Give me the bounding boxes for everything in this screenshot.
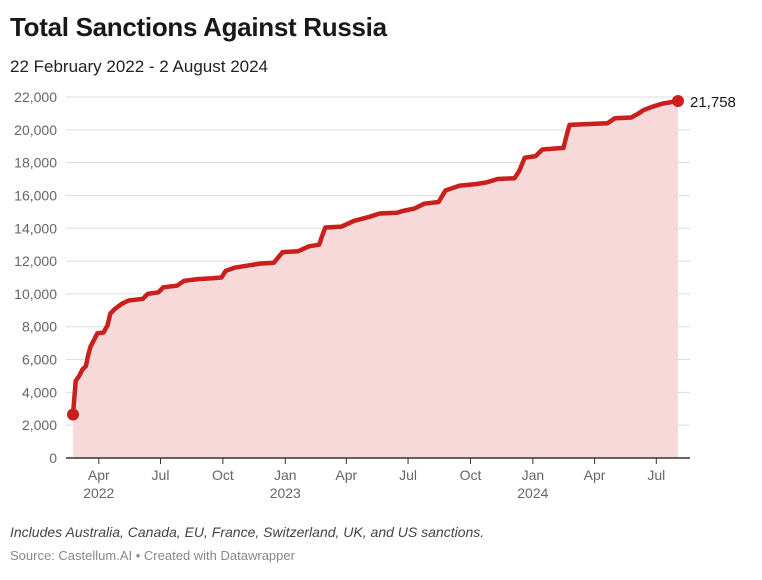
x-tick-label: Oct <box>460 467 482 483</box>
area-chart: 0 2,000 4,000 6,000 8,000 10,000 12,000 14,000 1… <box>14 89 736 501</box>
x-tick-label: Apr <box>584 467 606 483</box>
x-tick-year: 2023 <box>270 485 301 501</box>
x-tick-label: Jan <box>522 467 545 483</box>
x-tick-label: Oct <box>212 467 234 483</box>
end-value-label: 21,758 <box>690 94 736 111</box>
y-tick-label: 18,000 <box>14 155 57 171</box>
y-tick-label: 8,000 <box>22 319 57 335</box>
x-tick-year: 2024 <box>517 485 548 501</box>
area-fill <box>73 101 678 458</box>
y-tick-label: 10,000 <box>14 286 57 302</box>
x-tick-label: Jan <box>274 467 297 483</box>
chart-note: Includes Australia, Canada, EU, France, … <box>10 524 485 540</box>
source-label[interactable]: Source: Castellum.AI <box>10 548 133 563</box>
source-separator: • <box>135 548 141 563</box>
series-line <box>70 98 681 417</box>
y-tick-label: 22,000 <box>14 89 57 105</box>
y-tick-label: 0 <box>49 450 57 466</box>
endpoint-markers: 21,758 <box>67 94 736 421</box>
x-axis-ticks: Apr 2022 Jul Oct Jan 2023 Apr Jul Oct Jan 2024 Apr J… <box>83 458 665 501</box>
y-axis-ticks: 0 2,000 4,000 6,000 8,000 10,000 12,000 14,000 1… <box>14 89 57 466</box>
y-tick-label: 14,000 <box>14 220 57 236</box>
y-tick-label: 2,000 <box>22 417 57 433</box>
y-tick-label: 12,000 <box>14 253 57 269</box>
end-point-marker <box>672 94 684 107</box>
x-tick-label: Jul <box>152 467 170 483</box>
y-tick-label: 20,000 <box>14 122 57 138</box>
x-tick-year: 2022 <box>83 485 114 501</box>
x-tick-label: Jul <box>647 467 665 483</box>
x-tick-label: Apr <box>335 467 357 483</box>
chart-subtitle: 22 February 2022 - 2 August 2024 <box>10 57 269 76</box>
credit-link[interactable]: Created with Datawrapper <box>143 548 295 563</box>
x-tick-label: Apr <box>88 467 110 483</box>
chart-source: Source: Castellum.AI • Created with Data… <box>10 548 295 563</box>
start-point-marker <box>67 408 79 421</box>
chart-title: Total Sanctions Against Russia <box>10 12 387 42</box>
y-tick-label: 4,000 <box>22 384 57 400</box>
y-tick-label: 6,000 <box>22 352 57 368</box>
x-tick-label: Jul <box>399 467 417 483</box>
y-tick-label: 16,000 <box>14 187 57 203</box>
